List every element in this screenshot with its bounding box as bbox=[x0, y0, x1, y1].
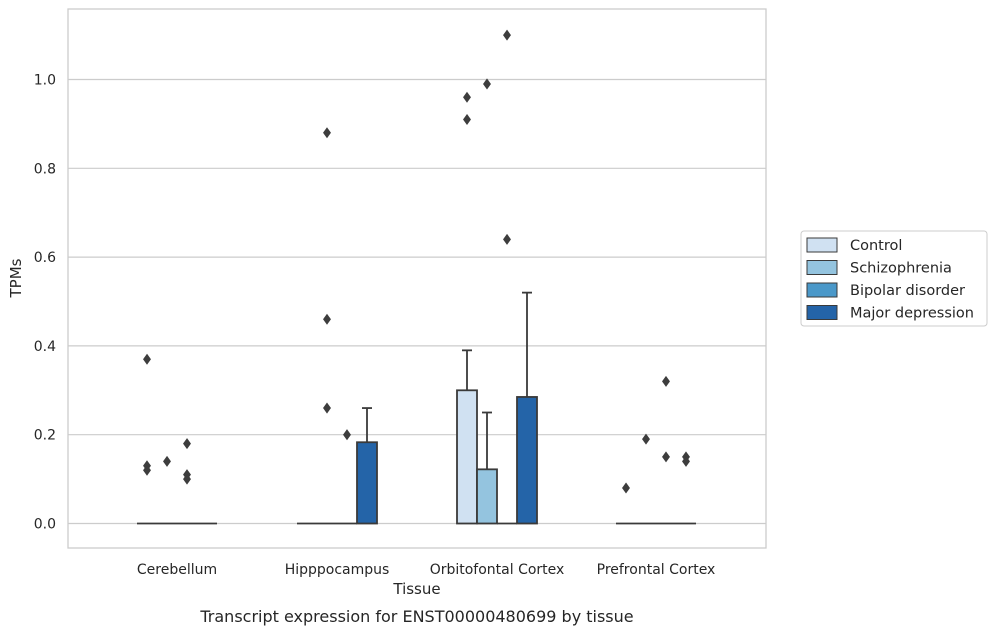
legend-frame bbox=[800, 230, 988, 327]
legend-entry: Major depression bbox=[850, 306, 974, 322]
outlier-point bbox=[503, 233, 511, 245]
legend-swatch bbox=[806, 305, 838, 320]
x-tick-label: Hipppocampus bbox=[285, 562, 390, 578]
outlier-point bbox=[622, 482, 630, 494]
outlier-point bbox=[483, 78, 491, 90]
outlier-point bbox=[143, 464, 151, 476]
outlier-point bbox=[463, 113, 471, 125]
bar bbox=[476, 468, 498, 525]
outlier-point bbox=[503, 29, 511, 41]
y-tick-label: 0.2 bbox=[34, 428, 56, 444]
x-tick-label: Orbitofontal Cortex bbox=[430, 562, 565, 578]
outlier-point bbox=[163, 455, 171, 467]
x-tick-label: Cerebellum bbox=[137, 562, 217, 578]
legend-swatch bbox=[806, 260, 838, 275]
outlier-point bbox=[642, 433, 650, 445]
outlier-point bbox=[323, 127, 331, 139]
x-tick-label: Prefrontal Cortex bbox=[597, 562, 716, 578]
y-tick-label: 0.8 bbox=[34, 161, 56, 177]
legend: Control Schizophrenia Bipolar disorder Majo… bbox=[800, 230, 988, 327]
outlier-point bbox=[662, 451, 670, 463]
legend-swatch bbox=[806, 282, 838, 298]
outlier-point bbox=[143, 353, 151, 365]
x-tick-labels: Cerebellum Hipppocampus Orbitofontal Corte… bbox=[137, 562, 715, 578]
outlier-point bbox=[463, 91, 471, 103]
error-bars bbox=[362, 291, 532, 470]
x-axis-label: Tissue bbox=[392, 580, 440, 598]
bar bbox=[516, 396, 538, 525]
outlier-point bbox=[682, 455, 690, 467]
outlier-point bbox=[183, 438, 191, 450]
y-axis-label: TPMs bbox=[7, 258, 25, 298]
legend-swatch bbox=[806, 237, 838, 253]
legend-entry: Schizophrenia bbox=[850, 261, 952, 277]
bars bbox=[137, 389, 696, 525]
legend-entry: Control bbox=[850, 238, 902, 254]
y-tick-labels: 0.0 0.2 0.4 0.6 0.8 1.0 bbox=[34, 73, 56, 533]
outlier-point bbox=[323, 313, 331, 325]
outlier-point bbox=[662, 375, 670, 387]
plot-frame bbox=[67, 8, 767, 549]
y-tick-label: 0.0 bbox=[34, 517, 56, 533]
outlier-point bbox=[343, 429, 351, 441]
y-tick-label: 0.4 bbox=[34, 339, 56, 355]
bar bbox=[456, 389, 478, 525]
grid-lines bbox=[68, 78, 766, 525]
outlier-points bbox=[143, 29, 690, 494]
bar bbox=[356, 441, 378, 525]
legend-entry: Bipolar disorder bbox=[850, 283, 965, 299]
chart-caption: Transcript expression for ENST0000048069… bbox=[199, 607, 633, 626]
y-tick-label: 1.0 bbox=[34, 73, 56, 89]
outlier-point bbox=[183, 473, 191, 485]
y-tick-label: 0.6 bbox=[34, 250, 56, 266]
outlier-point bbox=[323, 402, 331, 414]
